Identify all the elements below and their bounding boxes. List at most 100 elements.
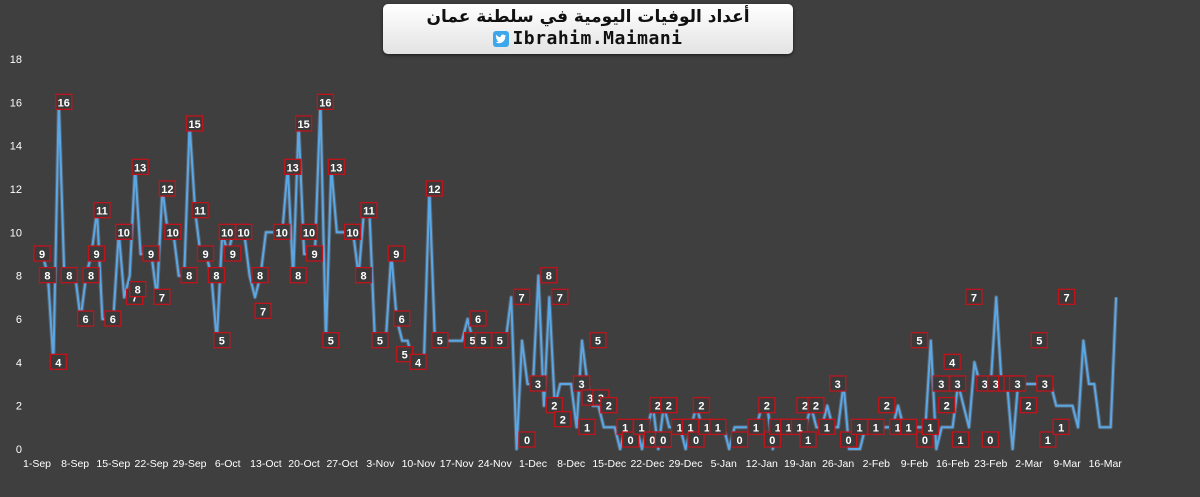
data-label: 0 bbox=[621, 431, 640, 448]
y-tick-label: 8 bbox=[16, 271, 22, 283]
deaths-series bbox=[37, 100, 1119, 451]
svg-text:10: 10 bbox=[167, 227, 179, 239]
svg-text:8: 8 bbox=[546, 271, 552, 283]
svg-text:0: 0 bbox=[660, 435, 666, 447]
data-label: 9 bbox=[387, 245, 405, 262]
svg-text:5: 5 bbox=[916, 336, 922, 348]
data-label: 9 bbox=[224, 245, 242, 262]
x-tick-label: 22-Sep bbox=[135, 458, 169, 470]
svg-text:13: 13 bbox=[134, 162, 146, 174]
svg-text:5: 5 bbox=[497, 336, 503, 348]
x-tick-label: 3-Nov bbox=[366, 458, 395, 470]
x-tick-label: 15-Sep bbox=[96, 458, 130, 470]
data-label: 6 bbox=[393, 310, 411, 327]
svg-text:0: 0 bbox=[769, 435, 775, 447]
svg-text:7: 7 bbox=[557, 292, 563, 304]
svg-text:1: 1 bbox=[786, 422, 792, 434]
x-tick-label: 1-Dec bbox=[519, 458, 547, 470]
svg-text:2: 2 bbox=[944, 401, 950, 413]
data-label: 5 bbox=[213, 332, 231, 349]
data-label: 2 bbox=[758, 397, 776, 414]
svg-text:10: 10 bbox=[276, 227, 288, 239]
svg-text:1: 1 bbox=[584, 422, 590, 434]
svg-text:2: 2 bbox=[1025, 401, 1031, 413]
data-label: 3 bbox=[1036, 375, 1054, 392]
svg-text:2: 2 bbox=[560, 415, 566, 427]
x-tick-label: 26-Jan bbox=[822, 458, 854, 470]
data-label: 3 bbox=[932, 375, 950, 392]
svg-text:1: 1 bbox=[715, 422, 721, 434]
svg-text:6: 6 bbox=[110, 314, 116, 326]
svg-text:2: 2 bbox=[698, 401, 704, 413]
x-tick-label: 9-Mar bbox=[1053, 458, 1081, 470]
y-tick-label: 0 bbox=[16, 444, 22, 456]
x-tick-label: 8-Dec bbox=[557, 458, 585, 470]
svg-text:10: 10 bbox=[347, 227, 359, 239]
data-label: 10 bbox=[300, 223, 318, 240]
data-label: 2 bbox=[1019, 397, 1038, 414]
svg-text:0: 0 bbox=[524, 435, 530, 447]
svg-text:10: 10 bbox=[118, 227, 130, 239]
svg-text:0: 0 bbox=[649, 435, 655, 447]
data-label: 0 bbox=[518, 431, 536, 448]
data-label: 3 bbox=[572, 375, 591, 392]
svg-text:9: 9 bbox=[148, 249, 154, 261]
svg-text:4: 4 bbox=[55, 357, 62, 369]
x-tick-label: 5-Jan bbox=[711, 458, 737, 470]
svg-text:8: 8 bbox=[295, 271, 301, 283]
svg-text:9: 9 bbox=[202, 249, 208, 261]
svg-text:5: 5 bbox=[1036, 336, 1042, 348]
svg-text:10: 10 bbox=[303, 227, 315, 239]
data-label: 1 bbox=[867, 418, 885, 435]
data-label: 7 bbox=[551, 288, 569, 305]
data-label: 9 bbox=[33, 245, 51, 262]
data-label: 1 bbox=[921, 418, 939, 435]
svg-text:5: 5 bbox=[219, 336, 225, 348]
data-label: 1 bbox=[747, 418, 765, 435]
data-label: 0 bbox=[654, 431, 672, 448]
x-tick-label: 20-Oct bbox=[288, 458, 320, 470]
svg-text:1: 1 bbox=[622, 422, 628, 434]
svg-text:1: 1 bbox=[753, 422, 759, 434]
svg-text:1: 1 bbox=[824, 422, 830, 434]
data-label: 2 bbox=[600, 397, 618, 414]
svg-text:8: 8 bbox=[135, 285, 141, 297]
svg-text:0: 0 bbox=[987, 435, 993, 447]
data-label: 5 bbox=[491, 332, 509, 349]
svg-text:8: 8 bbox=[44, 271, 50, 283]
data-label: 6 bbox=[76, 310, 95, 327]
svg-text:13: 13 bbox=[287, 162, 299, 174]
data-label: 3 bbox=[948, 375, 967, 392]
data-label: 16 bbox=[316, 93, 335, 110]
data-label: 8 bbox=[251, 267, 269, 284]
svg-text:5: 5 bbox=[595, 336, 601, 348]
y-tick-label: 4 bbox=[16, 357, 22, 369]
svg-text:9: 9 bbox=[39, 249, 45, 261]
svg-text:2: 2 bbox=[802, 401, 808, 413]
svg-text:7: 7 bbox=[260, 306, 266, 318]
svg-text:5: 5 bbox=[402, 350, 408, 362]
data-label: 1 bbox=[632, 418, 651, 435]
svg-text:11: 11 bbox=[363, 206, 375, 218]
svg-text:0: 0 bbox=[693, 435, 699, 447]
data-label: 10 bbox=[164, 223, 182, 240]
y-tick-label: 2 bbox=[16, 401, 22, 413]
svg-text:1: 1 bbox=[1045, 435, 1051, 447]
svg-text:5: 5 bbox=[328, 336, 334, 348]
chart-title: أعداد الوفيات اليومية في سلطنة عمان bbox=[426, 7, 750, 27]
svg-text:3: 3 bbox=[587, 393, 593, 405]
svg-text:1: 1 bbox=[687, 422, 693, 434]
data-label: 2 bbox=[692, 397, 711, 414]
data-label: 3 bbox=[529, 375, 547, 392]
svg-text:1: 1 bbox=[638, 422, 644, 434]
data-label: 5 bbox=[431, 332, 449, 349]
data-label: 0 bbox=[839, 431, 858, 448]
data-label: 11 bbox=[93, 202, 111, 219]
title-banner: أعداد الوفيات اليومية في سلطنة عمان Ibra… bbox=[383, 4, 793, 54]
y-tick-label: 16 bbox=[10, 97, 22, 109]
x-tick-label: 6-Oct bbox=[215, 458, 241, 470]
svg-text:8: 8 bbox=[213, 271, 219, 283]
svg-text:1: 1 bbox=[1058, 422, 1064, 434]
svg-text:6: 6 bbox=[475, 314, 481, 326]
